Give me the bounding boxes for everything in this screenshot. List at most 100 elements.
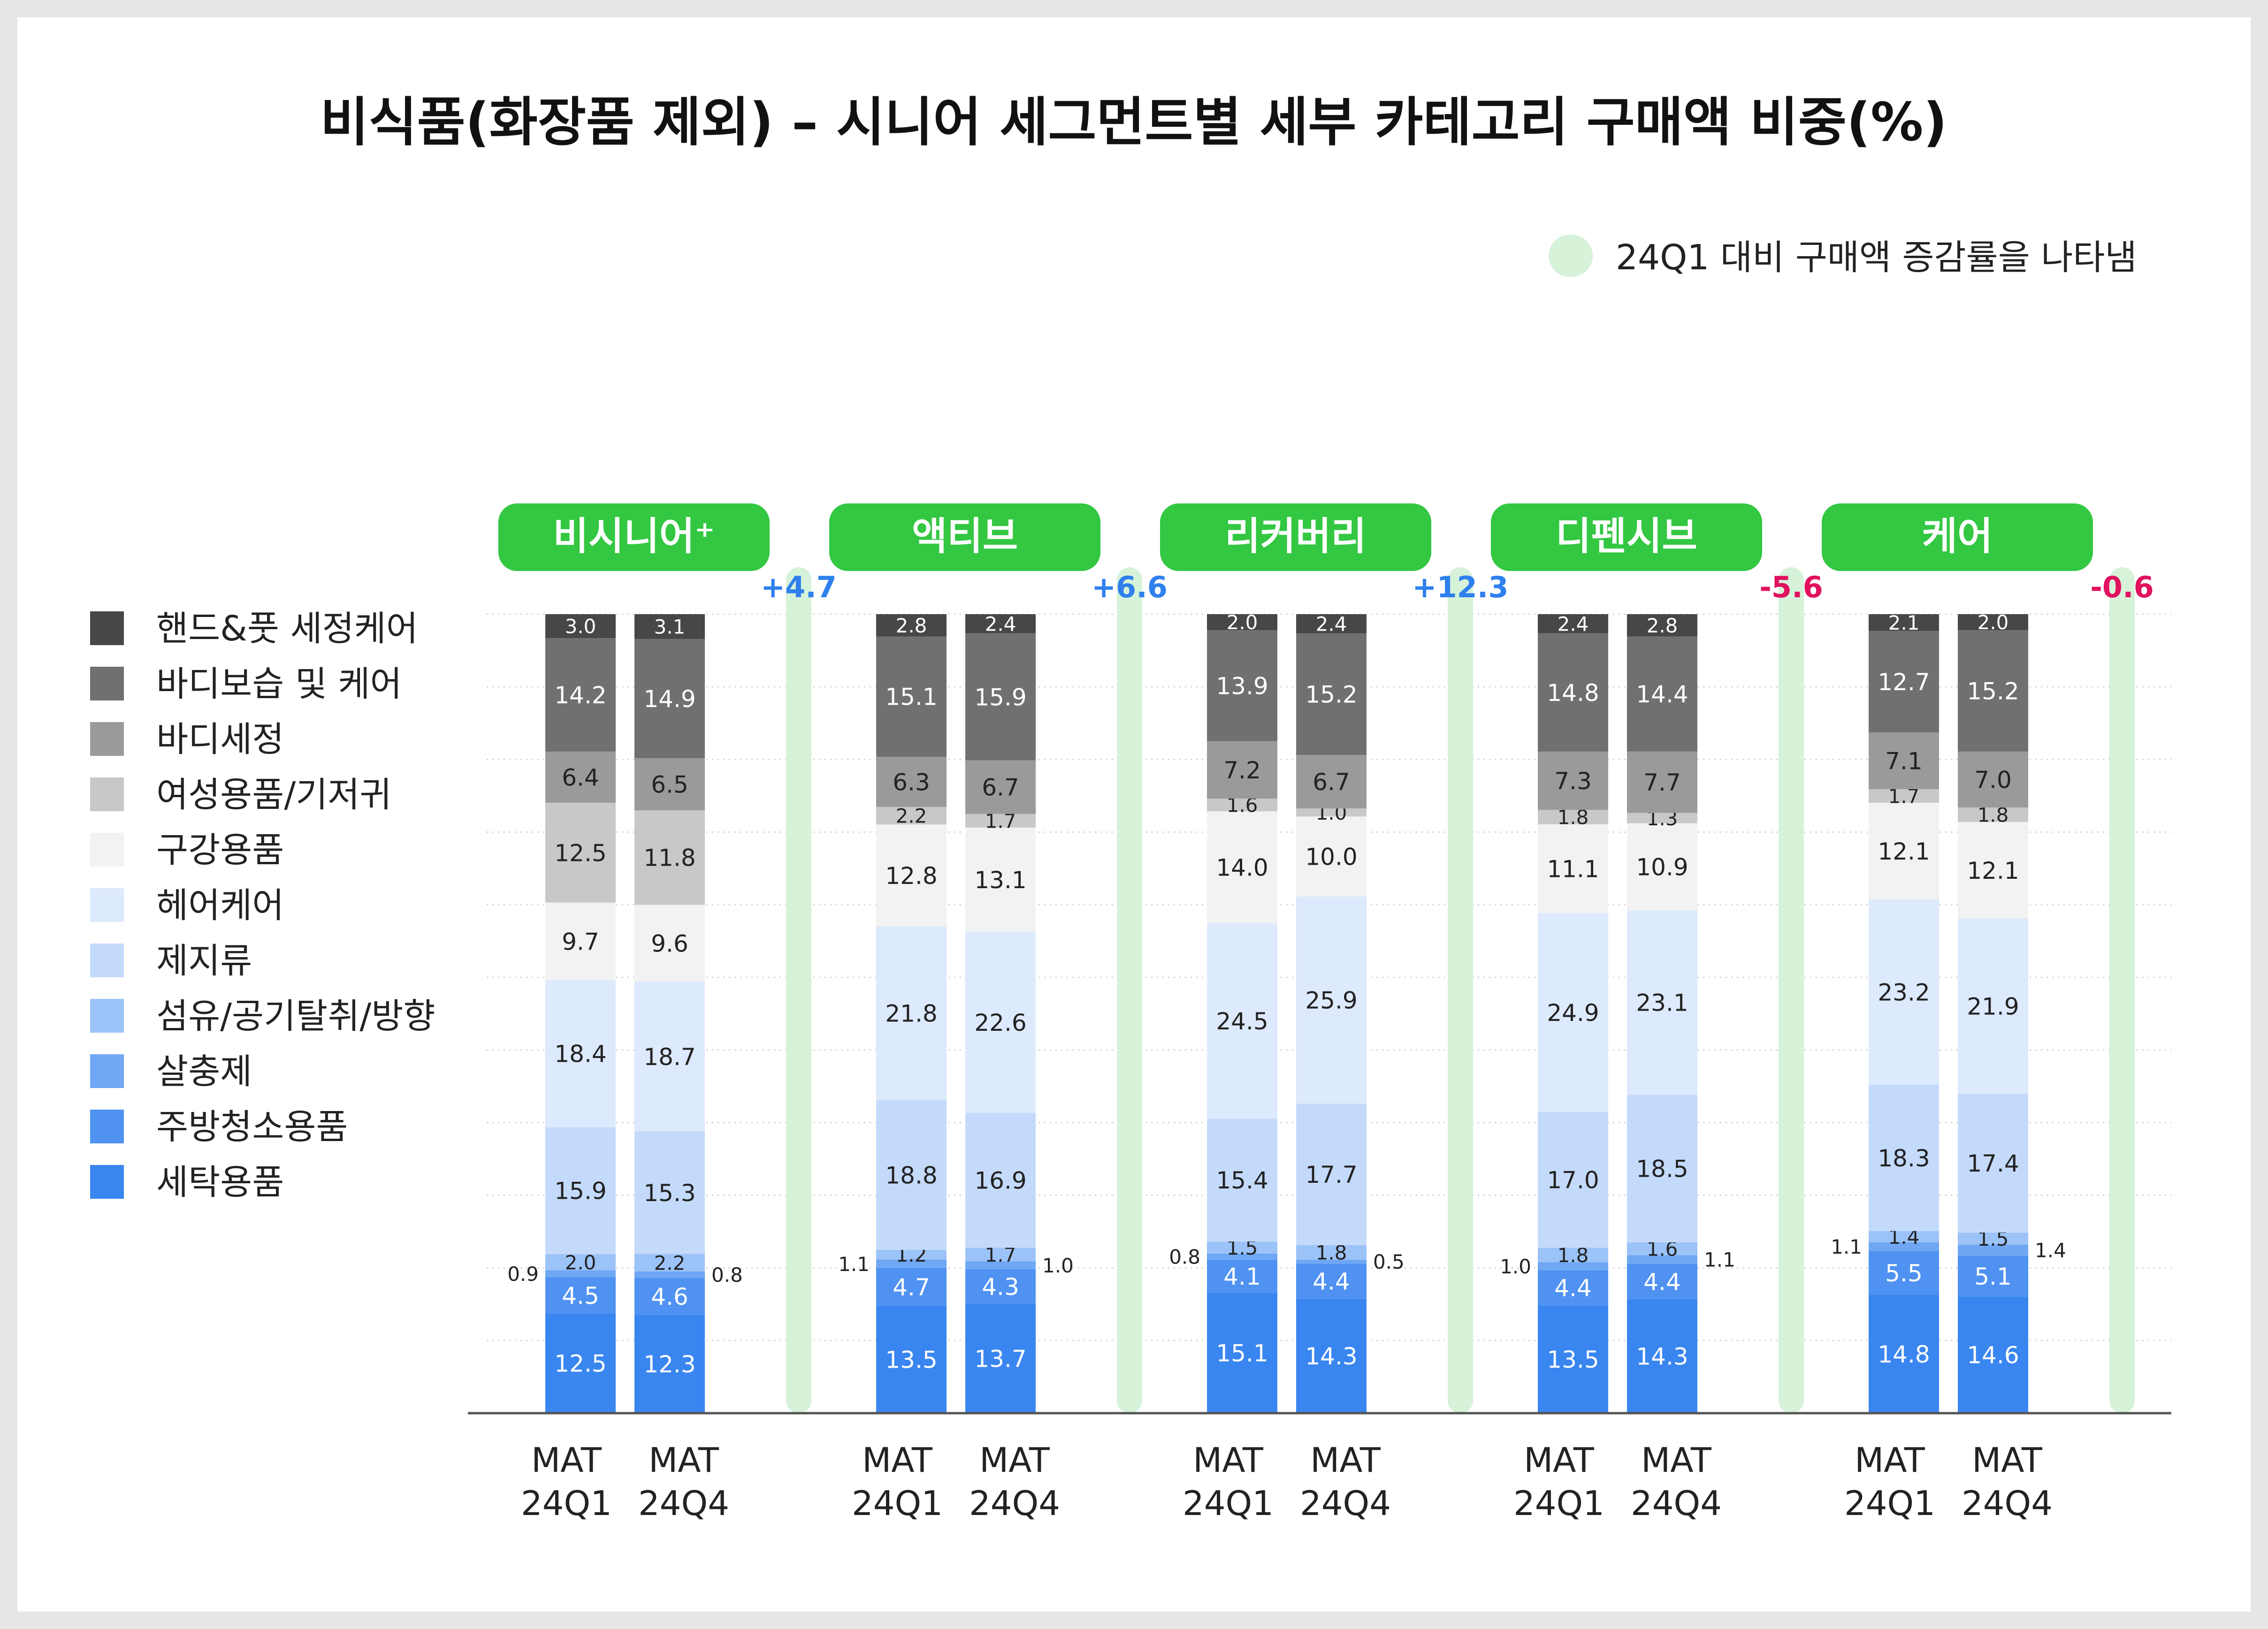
- data-label: 2.4: [1316, 613, 1347, 636]
- stacked-bar: 13.54.41.0 1.817.024.911.11.87.314.82.4: [1500, 613, 1608, 1413]
- bar-segment: [965, 760, 1036, 814]
- bar-segment: [965, 932, 1036, 1113]
- legend-swatch: [90, 944, 124, 977]
- bar-segment: [634, 614, 705, 639]
- data-label: 21.9: [1967, 993, 2019, 1020]
- bar-segment: [1958, 1296, 2028, 1413]
- data-label: 2.0: [1227, 611, 1258, 634]
- bar-segment: [876, 1268, 947, 1306]
- data-label: 24.9: [1547, 999, 1599, 1027]
- data-label: 13.5: [885, 1346, 937, 1373]
- bar-segment: [1958, 1093, 2028, 1233]
- bar-segment: [1869, 789, 1939, 803]
- legend-swatch: [90, 833, 124, 867]
- data-label: 11.1: [1547, 855, 1599, 883]
- bar-segment: [965, 1248, 1036, 1262]
- data-label: 24.5: [1216, 1008, 1268, 1035]
- stacked-bar: 15.14.10.8 1.515.424.514.01.67.213.92.0: [1169, 611, 1277, 1413]
- bar-segment: [1958, 614, 2028, 631]
- legend-label: 여성용품/기저귀: [156, 775, 392, 815]
- legend-swatch: [90, 1054, 124, 1088]
- bar-segment: [1207, 799, 1277, 812]
- data-label: 12.7: [1878, 669, 1930, 696]
- data-label: 15.2: [1967, 677, 2019, 705]
- bar-segment: [634, 1254, 705, 1271]
- data-label: 12.8: [885, 862, 937, 890]
- data-label: 7.3: [1554, 768, 1592, 795]
- bar-segment: [1627, 1242, 1697, 1256]
- data-label: 2.2: [896, 805, 927, 828]
- data-label: 14.3: [1305, 1343, 1357, 1370]
- segment-name: 리커버리: [1225, 514, 1367, 559]
- legend-swatch: [90, 611, 124, 645]
- change-note-text: 24Q1 대비 구매액 증감률을 나타냄: [1616, 237, 2137, 278]
- data-label: 15.4: [1216, 1167, 1268, 1194]
- bar-segment: [1538, 1248, 1608, 1263]
- data-label: 14.4: [1636, 681, 1688, 708]
- change-note-swatch: [1549, 235, 1593, 277]
- legend-swatch: [90, 777, 124, 811]
- data-label: 6.4: [562, 764, 599, 791]
- bar-segment: [1538, 751, 1608, 810]
- stacked-bar: 14.34.40.51.817.725.910.01.06.715.22.4: [1296, 613, 1405, 1413]
- bar-segment: [1627, 910, 1697, 1095]
- data-label: 1.0: [1500, 1255, 1531, 1278]
- data-label: 4.5: [562, 1282, 599, 1309]
- bar-segment: [634, 1131, 705, 1254]
- bar-segment: [1869, 802, 1939, 899]
- legend-label: 바디세정: [156, 719, 284, 760]
- data-label: 9.6: [651, 930, 688, 957]
- bar-segment: [876, 614, 947, 637]
- bar-segment: [1869, 614, 1939, 631]
- bar-segment: [1869, 631, 1939, 733]
- bar-segment: [1538, 1111, 1608, 1248]
- bar-segment: [1958, 918, 2028, 1094]
- segment-group: 리커버리+12.315.14.10.8 1.515.424.514.01.67.2…: [1160, 503, 1508, 1523]
- legend-swatch: [90, 1165, 124, 1199]
- bar-segment: [1207, 923, 1277, 1119]
- legend-label: 주방청소용품: [156, 1107, 348, 1147]
- data-label: 5.1: [1974, 1263, 2012, 1290]
- data-label: 1.4: [2035, 1239, 2066, 1262]
- plot-area: 비시니어⁺ +4.7 12.5 4.5 0.9 2.0 15.9 18.4 9.7 12.5 6.4…: [468, 503, 2171, 1523]
- data-label: 15.3: [643, 1180, 695, 1207]
- segment-group: 액티브+6.613.54.71.1 1.218.821.812.82.26.315…: [829, 503, 1168, 1523]
- bar-segment: [1207, 811, 1277, 923]
- data-label: 1.1: [838, 1253, 870, 1276]
- bar-segment: [1296, 633, 1367, 755]
- bar-segment: [1869, 1085, 1939, 1231]
- bar-segment: [1538, 614, 1608, 633]
- x-tick-label: MAT: [531, 1440, 602, 1480]
- x-tick-label: MAT: [1193, 1440, 1264, 1480]
- data-label: 14.6: [1967, 1342, 2019, 1369]
- data-label: 25.9: [1305, 987, 1357, 1014]
- chart-card: 비식품(화장품 제외) – 시니어 세그먼트별 세부 카테고리 구매액 비중(%…: [17, 17, 2251, 1612]
- segment-header: [829, 503, 1100, 571]
- bar-segment: [1958, 1244, 2028, 1256]
- bar-segment: [1869, 1242, 1939, 1251]
- data-label: 13.1: [974, 867, 1026, 894]
- bar-segment: [1207, 614, 1277, 631]
- bar-segment: [1958, 751, 2028, 808]
- data-label: 3.1: [654, 616, 686, 639]
- x-tick-label: MAT: [862, 1440, 933, 1480]
- data-label: 12.1: [1967, 857, 2019, 884]
- change-value: +6.6: [1092, 570, 1168, 604]
- bar-segment: [1869, 899, 1939, 1085]
- legend-swatch: [90, 999, 124, 1033]
- stacked-bar: 14.65.11.41.517.421.912.11.87.015.22.0: [1958, 611, 2066, 1413]
- data-label: 17.7: [1305, 1161, 1357, 1188]
- bar-segment: [1958, 807, 2028, 822]
- bar-segment: [1627, 614, 1697, 637]
- bar-segment: [1296, 1245, 1367, 1260]
- bar-segment: [1627, 636, 1697, 752]
- x-tick-label: 24Q4: [638, 1484, 729, 1523]
- bar-segment: [545, 802, 616, 903]
- x-tick-label: 24Q1: [852, 1484, 943, 1523]
- legend-label: 세탁용품: [156, 1162, 284, 1203]
- bar-segment: [545, 1313, 616, 1413]
- bar-segment: [634, 1278, 705, 1315]
- data-label: 21.8: [885, 1000, 937, 1028]
- data-label: 2.0: [1978, 611, 2009, 634]
